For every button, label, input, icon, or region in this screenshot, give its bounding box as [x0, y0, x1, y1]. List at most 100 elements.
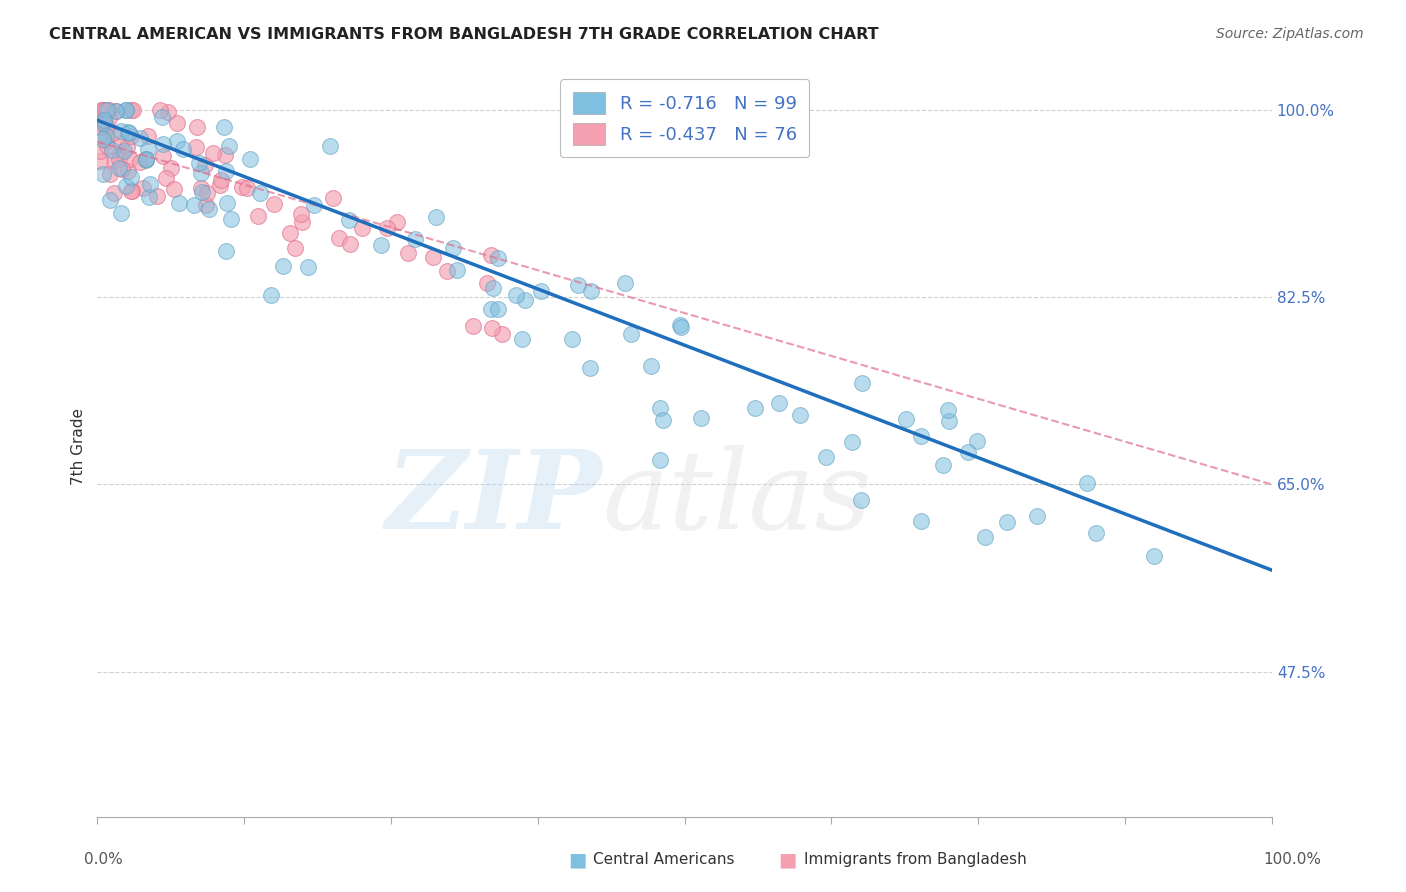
Point: [167, 196, 190, 211]
Text: Source: ZipAtlas.com: Source: ZipAtlas.com: [1216, 27, 1364, 41]
Point: [96, 138, 118, 153]
Point: [209, 178, 232, 192]
Point: [936, 403, 959, 417]
Point: [198, 202, 221, 217]
Point: [215, 195, 238, 210]
Point: [249, 186, 271, 200]
Point: [104, 103, 127, 118]
Point: [131, 181, 153, 195]
Point: [561, 332, 583, 346]
Point: [103, 126, 125, 140]
Point: [191, 185, 214, 199]
Point: [107, 153, 129, 167]
Point: [284, 241, 307, 255]
Point: [117, 163, 139, 178]
Point: [297, 260, 319, 275]
Point: [404, 232, 426, 246]
Point: [110, 145, 132, 160]
Point: [117, 125, 139, 139]
Point: [375, 220, 398, 235]
Point: [461, 318, 484, 333]
Point: [1084, 526, 1107, 541]
Point: [150, 110, 173, 124]
Point: [94, 119, 117, 133]
Point: [648, 401, 671, 415]
Point: [89, 153, 111, 168]
Point: [263, 196, 285, 211]
Point: [481, 320, 503, 334]
Point: [100, 193, 122, 207]
Point: [194, 198, 217, 212]
Point: [128, 130, 150, 145]
Point: [120, 129, 142, 144]
Point: [422, 250, 444, 264]
Point: [186, 120, 208, 134]
Point: [89, 144, 111, 158]
Point: [156, 104, 179, 119]
Point: [768, 396, 790, 410]
Point: [163, 182, 186, 196]
Point: [215, 244, 238, 259]
Y-axis label: 7th Grade: 7th Grade: [72, 409, 86, 485]
Point: [236, 181, 259, 195]
Point: [387, 215, 409, 229]
Point: [121, 184, 143, 198]
Point: [120, 103, 142, 117]
Point: [851, 376, 873, 391]
Point: [194, 158, 217, 172]
Point: [91, 103, 114, 117]
Point: [172, 142, 194, 156]
Point: [149, 103, 172, 117]
Point: [322, 191, 344, 205]
Point: [841, 435, 863, 450]
Point: [505, 287, 527, 301]
Point: [89, 116, 111, 130]
Point: [195, 186, 218, 200]
Point: [103, 153, 125, 168]
Point: [513, 293, 536, 307]
Text: ZIP: ZIP: [385, 445, 602, 552]
Point: [120, 169, 142, 184]
Point: [115, 103, 138, 117]
Point: [98, 168, 121, 182]
Point: [138, 190, 160, 204]
Point: [789, 408, 811, 422]
Point: [302, 198, 325, 212]
Point: [278, 227, 301, 241]
Point: [620, 326, 643, 341]
Point: [319, 139, 342, 153]
Point: [104, 103, 127, 118]
Point: [155, 170, 177, 185]
Point: [578, 360, 600, 375]
Point: [328, 231, 350, 245]
Point: [481, 281, 503, 295]
Point: [425, 210, 447, 224]
Point: [486, 251, 509, 265]
Point: [486, 301, 509, 316]
Point: [446, 263, 468, 277]
Point: [91, 132, 114, 146]
Point: [648, 452, 671, 467]
Point: [98, 111, 121, 125]
Point: [135, 153, 157, 168]
Point: [370, 238, 392, 252]
Point: [152, 149, 174, 163]
Point: [337, 213, 360, 227]
Point: [115, 139, 138, 153]
Point: [110, 136, 132, 150]
Point: [669, 318, 692, 332]
Point: [567, 277, 589, 292]
Point: [441, 241, 464, 255]
Point: [814, 450, 837, 464]
Point: [186, 139, 208, 153]
Point: [129, 154, 152, 169]
Point: [152, 137, 174, 152]
Point: [118, 126, 141, 140]
Point: [239, 152, 262, 166]
Point: [956, 444, 979, 458]
Point: [91, 117, 114, 131]
Point: [218, 138, 240, 153]
Point: [114, 178, 136, 193]
Point: [135, 152, 157, 166]
Point: [190, 181, 212, 195]
